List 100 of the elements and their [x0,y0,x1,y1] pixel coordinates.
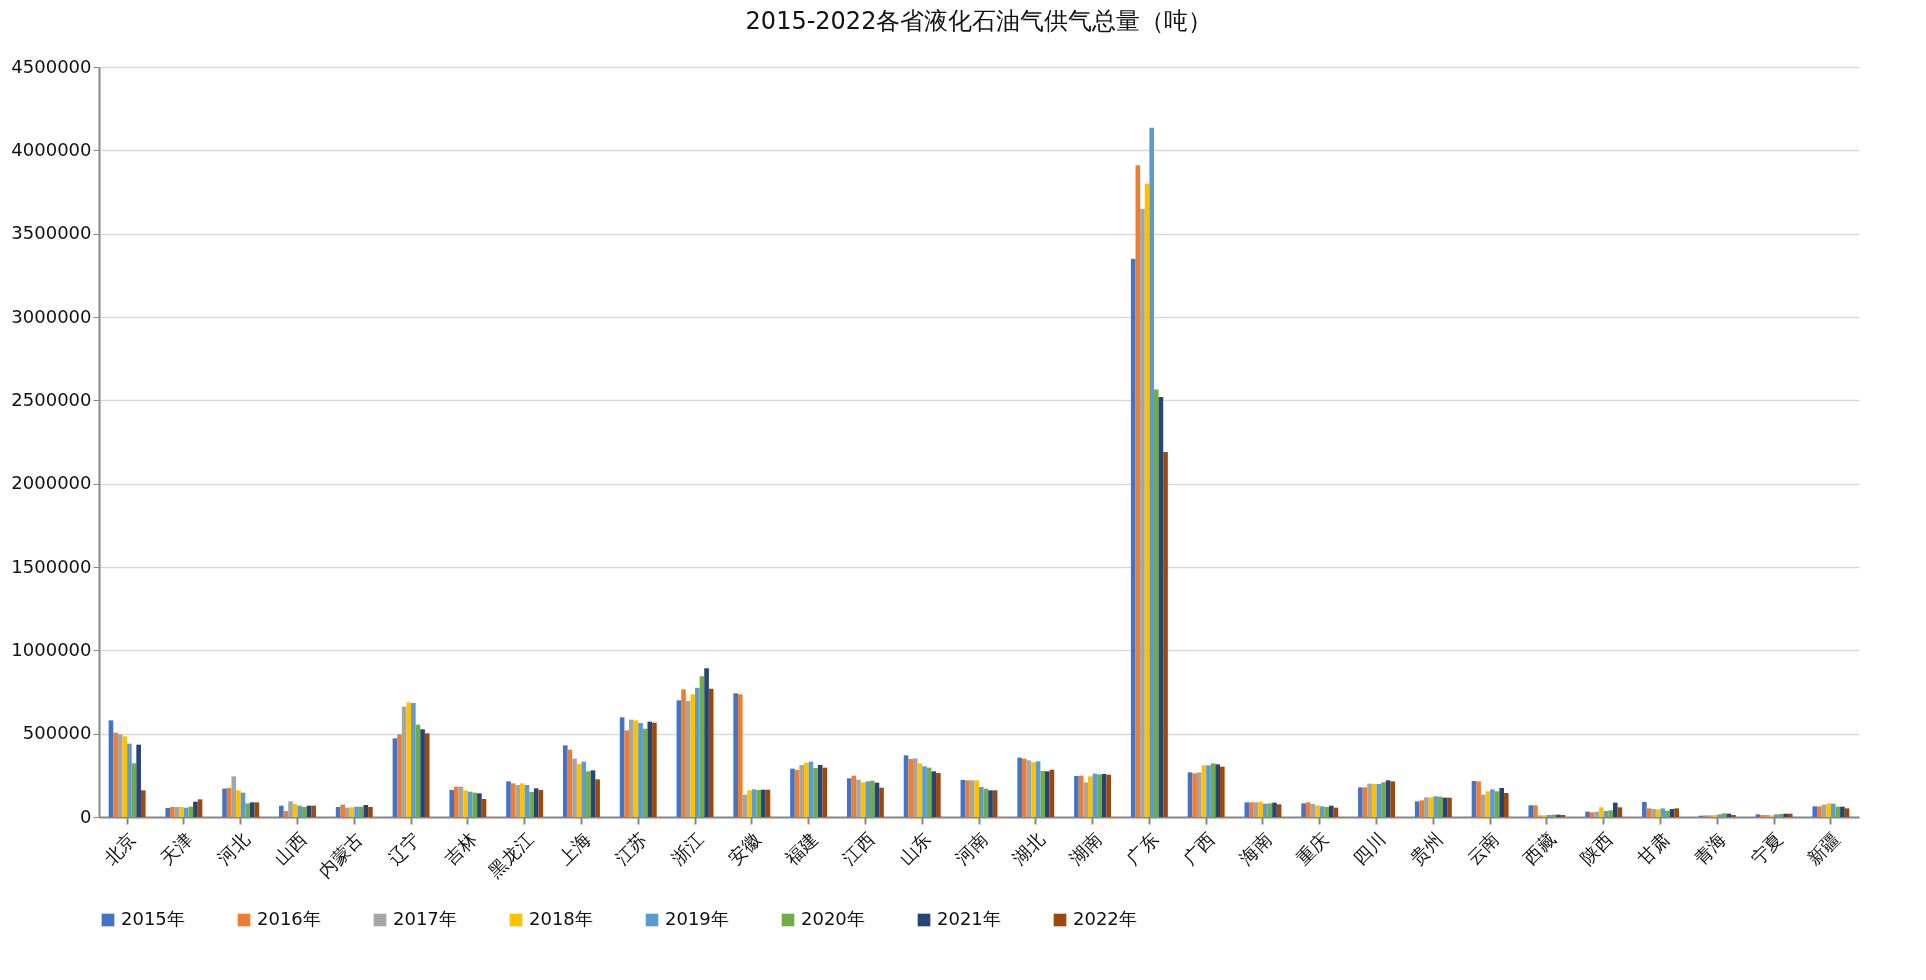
bar [472,792,478,817]
bar [1074,776,1079,817]
legend-label: 2016年 [257,908,321,929]
bar [529,792,534,817]
bar [908,759,913,817]
bar [865,781,871,817]
bar [1021,758,1027,817]
bar [420,729,425,817]
bar [1599,807,1604,817]
bar [297,805,303,817]
legend-label: 2022年 [1073,908,1137,929]
x-tick-label: 青海 [1689,828,1731,869]
chart-title: 2015-2022各省液化石油气供气总量（吨） [745,7,1213,35]
bar [936,773,941,817]
x-tick-label: 宁夏 [1746,828,1787,869]
bar [1433,796,1438,817]
x-tick-label: 浙江 [667,828,708,869]
bar [1192,773,1197,817]
bar [581,761,587,817]
x-tick-label: 内蒙古 [313,828,368,882]
bar [340,804,346,817]
bar [127,743,132,817]
bar [533,788,539,817]
bar [1817,806,1822,817]
bar [1258,801,1263,817]
bar [1301,803,1306,817]
bar [1319,806,1325,817]
bar [1220,766,1225,817]
bar [1045,771,1050,817]
x-tick-label: 辽宁 [383,828,424,869]
bar [756,790,762,817]
bar [586,771,591,817]
y-tick-label: 4500000 [11,55,92,77]
legend-label: 2017年 [393,908,457,929]
bar [136,744,141,817]
bar [1196,772,1202,817]
bar [1717,814,1722,817]
x-tick-label: 安徽 [724,828,765,869]
bar [790,768,795,817]
y-tick-label: 3000000 [11,305,92,327]
bar [1153,389,1159,817]
bar [846,778,852,817]
x-tick-label: 福建 [781,828,822,869]
bar [279,805,284,817]
x-tick-label: 广西 [1178,828,1219,869]
bar [879,787,884,817]
bar [358,806,364,817]
bar [737,694,743,817]
bar [695,687,700,817]
x-tick-label: 甘肃 [1632,828,1674,869]
bar [1324,807,1329,817]
bar [477,793,482,817]
bar [1437,796,1443,817]
bar [222,788,227,817]
x-tick-label: 湖南 [1065,828,1106,869]
bar [231,776,237,817]
bar [288,801,293,817]
y-tick-label: 1000000 [11,638,92,660]
bar [822,767,828,817]
bar [1215,764,1221,817]
bar [236,790,241,817]
bar [515,785,521,817]
x-tick-label: 西藏 [1519,828,1560,869]
y-tick-label: 2500000 [11,388,92,410]
bar [1262,803,1268,817]
bar [681,689,686,817]
bar [629,719,634,817]
bar [113,732,118,817]
bar [1589,812,1595,817]
x-tick-label: 河南 [951,828,992,869]
y-tick-label: 500000 [22,722,92,744]
bar [454,786,459,817]
x-tick-label: 黑龙江 [484,828,538,882]
bar [122,736,128,817]
y-tick-label: 3500000 [11,222,92,244]
bar [1660,808,1666,817]
bar [1276,804,1282,817]
bar [813,768,818,817]
bar [870,780,875,817]
bar [1040,771,1046,817]
bar [1826,803,1831,817]
bar [856,779,861,817]
bar [931,771,937,817]
bar [1140,208,1145,817]
bar [424,733,430,817]
bar [1206,765,1211,817]
bar [193,801,198,817]
bar [397,734,402,817]
bar [804,762,809,817]
bar [179,807,184,817]
x-tick-label: 山东 [894,828,935,869]
bar [1087,776,1093,817]
bar [979,787,984,817]
bar [1305,802,1311,817]
bar [1528,805,1534,817]
bar [1840,806,1845,817]
bar [1480,794,1486,817]
bar [733,693,738,817]
legend-label: 2018年 [529,908,593,929]
bar [1447,797,1452,817]
